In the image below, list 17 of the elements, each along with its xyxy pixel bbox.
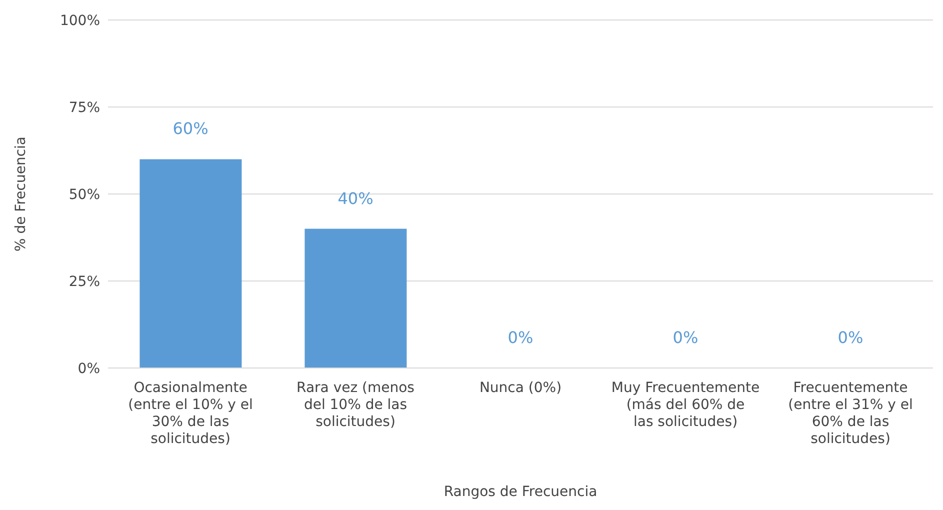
data-label: 0% <box>672 328 700 348</box>
data-label: 0% <box>506 328 534 348</box>
y-tick-label: 25% <box>68 274 100 290</box>
y-axis-title: % de Frecuencia <box>12 136 29 252</box>
x-tick-label: Muy Frecuentemente (más del 60% de las solicitudes) <box>611 380 760 430</box>
y-tick-label: 50% <box>68 186 100 203</box>
x-tick-label: Rara vez (menos del 10% de las solicitudes) <box>296 380 414 430</box>
x-tick-label: Nunca (0%) <box>479 380 562 396</box>
y-tick-label: 100% <box>60 12 100 29</box>
x-axis-title: Rangos de Frecuencia <box>444 484 598 500</box>
data-label: 40% <box>336 188 374 209</box>
x-tick-label: Ocasionalmente (entre el 10% y el 30% de las solicitudes) <box>128 380 253 447</box>
y-tick-label: 0% <box>78 360 100 377</box>
x-tick-label: Frecuentemente (entre el 31% y el 60% de las solicitudes) <box>788 380 913 447</box>
y-tick-label: 75% <box>68 100 100 116</box>
data-label: 60% <box>172 119 210 140</box>
data-label: 0% <box>836 328 864 348</box>
